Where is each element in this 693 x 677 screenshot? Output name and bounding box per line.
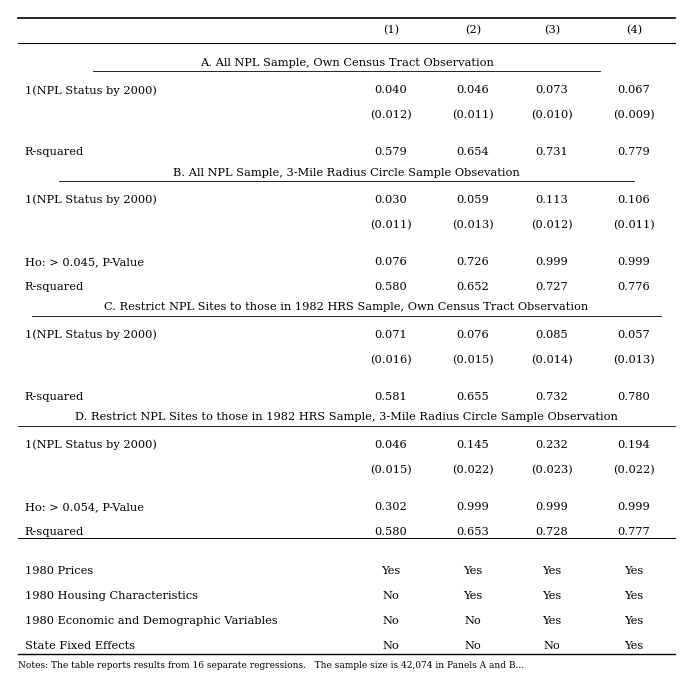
Text: 0.046: 0.046 (457, 85, 489, 95)
Text: 0.652: 0.652 (457, 282, 489, 292)
Text: (0.011): (0.011) (453, 110, 494, 121)
Text: (4): (4) (626, 25, 642, 35)
Text: 1(NPL Status by 2000): 1(NPL Status by 2000) (25, 85, 157, 95)
Text: (2): (2) (465, 25, 481, 35)
Text: Yes: Yes (381, 566, 401, 575)
Text: (0.015): (0.015) (453, 355, 494, 365)
Text: (0.022): (0.022) (613, 464, 655, 475)
Text: 0.232: 0.232 (536, 440, 568, 450)
Text: 0.040: 0.040 (375, 85, 407, 95)
Text: 0.030: 0.030 (375, 195, 407, 205)
Text: 0.999: 0.999 (617, 502, 650, 512)
Text: Yes: Yes (542, 615, 561, 626)
Text: Yes: Yes (624, 590, 644, 600)
Text: 0.302: 0.302 (375, 502, 407, 512)
Text: No: No (383, 590, 399, 600)
Text: 0.580: 0.580 (375, 282, 407, 292)
Text: Ho: > 0.045, P-Value: Ho: > 0.045, P-Value (25, 257, 144, 267)
Text: 0.653: 0.653 (457, 527, 489, 537)
Text: 0.999: 0.999 (536, 502, 568, 512)
Text: 0.194: 0.194 (617, 440, 650, 450)
Text: R-squared: R-squared (25, 282, 84, 292)
Text: (0.012): (0.012) (370, 110, 412, 121)
Text: R-squared: R-squared (25, 392, 84, 402)
Text: 0.046: 0.046 (375, 440, 407, 450)
Text: D. Restrict NPL Sites to those in 1982 HRS Sample, 3-Mile Radius Circle Sample O: D. Restrict NPL Sites to those in 1982 H… (75, 412, 618, 422)
Text: 0.780: 0.780 (617, 392, 650, 402)
Text: 0.059: 0.059 (457, 195, 489, 205)
Text: (0.015): (0.015) (370, 464, 412, 475)
Text: 1(NPL Status by 2000): 1(NPL Status by 2000) (25, 330, 157, 341)
Text: 0.728: 0.728 (536, 527, 568, 537)
Text: (3): (3) (544, 25, 560, 35)
Text: 0.999: 0.999 (457, 502, 489, 512)
Text: 0.779: 0.779 (617, 148, 650, 157)
Text: 0.073: 0.073 (536, 85, 568, 95)
Text: 0.076: 0.076 (375, 257, 407, 267)
Text: Yes: Yes (624, 640, 644, 651)
Text: No: No (383, 640, 399, 651)
Text: Yes: Yes (624, 615, 644, 626)
Text: 0.085: 0.085 (536, 330, 568, 340)
Text: 0.726: 0.726 (457, 257, 489, 267)
Text: Yes: Yes (464, 566, 483, 575)
Text: No: No (465, 615, 482, 626)
Text: 0.579: 0.579 (375, 148, 407, 157)
Text: 1980 Housing Characteristics: 1980 Housing Characteristics (25, 590, 198, 600)
Text: (0.012): (0.012) (531, 220, 572, 230)
Text: R-squared: R-squared (25, 527, 84, 537)
Text: 1(NPL Status by 2000): 1(NPL Status by 2000) (25, 439, 157, 450)
Text: 0.776: 0.776 (617, 282, 650, 292)
Text: 0.580: 0.580 (375, 527, 407, 537)
Text: (0.023): (0.023) (531, 464, 572, 475)
Text: No: No (383, 615, 399, 626)
Text: (0.011): (0.011) (370, 220, 412, 230)
Text: 0.057: 0.057 (617, 330, 650, 340)
Text: (0.014): (0.014) (531, 355, 572, 365)
Text: A. All NPL Sample, Own Census Tract Observation: A. All NPL Sample, Own Census Tract Obse… (200, 58, 493, 68)
Text: (0.016): (0.016) (370, 355, 412, 365)
Text: (0.013): (0.013) (613, 355, 655, 365)
Text: No: No (465, 640, 482, 651)
Text: 0.731: 0.731 (536, 148, 568, 157)
Text: B. All NPL Sample, 3-Mile Radius Circle Sample Obsevation: B. All NPL Sample, 3-Mile Radius Circle … (173, 167, 520, 177)
Text: (0.013): (0.013) (453, 220, 494, 230)
Text: 0.071: 0.071 (375, 330, 407, 340)
Text: 0.727: 0.727 (536, 282, 568, 292)
Text: 0.145: 0.145 (457, 440, 489, 450)
Text: 0.076: 0.076 (457, 330, 489, 340)
Text: 1980 Prices: 1980 Prices (25, 566, 93, 575)
Text: 0.999: 0.999 (617, 257, 650, 267)
Text: 0.655: 0.655 (457, 392, 489, 402)
Text: 0.654: 0.654 (457, 148, 489, 157)
Text: Yes: Yes (542, 566, 561, 575)
Text: 0.113: 0.113 (536, 195, 568, 205)
Text: No: No (543, 640, 560, 651)
Text: (1): (1) (383, 25, 399, 35)
Text: 0.732: 0.732 (536, 392, 568, 402)
Text: R-squared: R-squared (25, 148, 84, 157)
Text: 1(NPL Status by 2000): 1(NPL Status by 2000) (25, 195, 157, 205)
Text: 0.999: 0.999 (536, 257, 568, 267)
Text: Yes: Yes (542, 590, 561, 600)
Text: (0.022): (0.022) (453, 464, 494, 475)
Text: Ho: > 0.054, P-Value: Ho: > 0.054, P-Value (25, 502, 144, 512)
Text: Yes: Yes (624, 566, 644, 575)
Text: Yes: Yes (464, 590, 483, 600)
Text: 0.067: 0.067 (617, 85, 650, 95)
Text: Notes: The table reports results from 16 separate regressions.   The sample size: Notes: The table reports results from 16… (18, 661, 524, 670)
Text: (0.010): (0.010) (531, 110, 572, 121)
Text: C. Restrict NPL Sites to those in 1982 HRS Sample, Own Census Tract Observation: C. Restrict NPL Sites to those in 1982 H… (105, 303, 588, 312)
Text: 0.581: 0.581 (375, 392, 407, 402)
Text: (0.009): (0.009) (613, 110, 655, 121)
Text: (0.011): (0.011) (613, 220, 655, 230)
Text: 0.777: 0.777 (617, 527, 650, 537)
Text: 1980 Economic and Demographic Variables: 1980 Economic and Demographic Variables (25, 615, 278, 626)
Text: 0.106: 0.106 (617, 195, 650, 205)
Text: State Fixed Effects: State Fixed Effects (25, 640, 135, 651)
